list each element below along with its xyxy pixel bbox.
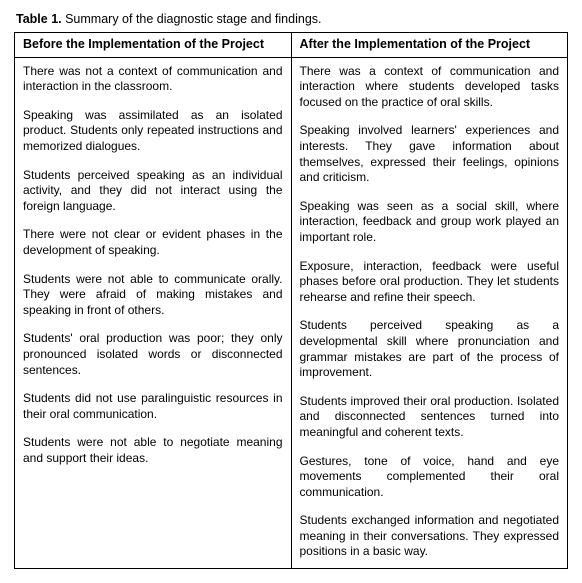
- para-before: Speaking was assimilated as an isolated …: [23, 108, 283, 155]
- para-after: Students exchanged information and negot…: [300, 513, 560, 560]
- findings-table: Before the Implementation of the Project…: [14, 32, 568, 569]
- para-before: Students perceived speaking as an indivi…: [23, 168, 283, 215]
- header-before: Before the Implementation of the Project: [15, 33, 292, 58]
- table-caption-label: Table 1.: [16, 12, 62, 26]
- para-after: Students perceived speaking as a develop…: [300, 318, 560, 380]
- para-after: Gestures, tone of voice, hand and eye mo…: [300, 454, 560, 501]
- para-after: Exposure, interaction, feedback were use…: [300, 259, 560, 306]
- para-before: Students were not able to communicate or…: [23, 272, 283, 319]
- para-after: There was a context of communication and…: [300, 64, 560, 111]
- para-before: There were not clear or evident phases i…: [23, 227, 283, 258]
- table-caption-text: Summary of the diagnostic stage and find…: [62, 12, 322, 26]
- para-before: Students' oral production was poor; they…: [23, 331, 283, 378]
- table-caption: Table 1. Summary of the diagnostic stage…: [16, 12, 568, 26]
- para-before: Students were not able to negotiate mean…: [23, 435, 283, 466]
- cell-before: There was not a context of communication…: [15, 57, 292, 568]
- para-before: There was not a context of communication…: [23, 64, 283, 95]
- para-after: Speaking involved learners' experiences …: [300, 123, 560, 185]
- para-after: Speaking was seen as a social skill, whe…: [300, 199, 560, 246]
- para-after: Students improved their oral production.…: [300, 394, 560, 441]
- header-after: After the Implementation of the Project: [291, 33, 568, 58]
- cell-after: There was a context of communication and…: [291, 57, 568, 568]
- para-before: Students did not use paralinguistic reso…: [23, 391, 283, 422]
